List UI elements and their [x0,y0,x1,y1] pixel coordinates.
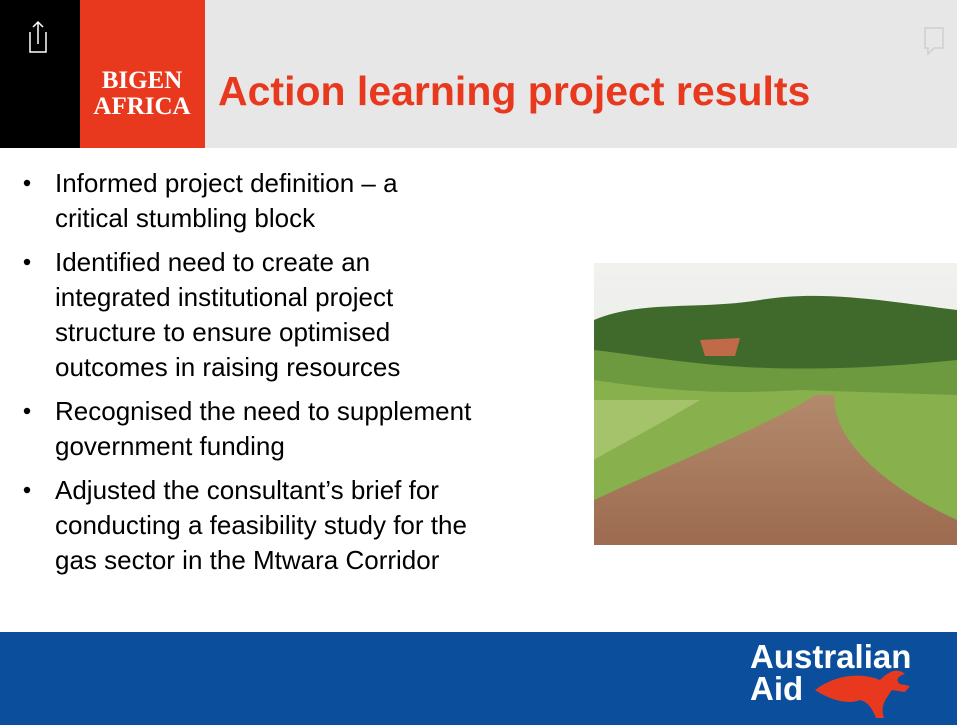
logo-text: AFRICA [93,93,190,120]
bullet-dot [23,407,31,415]
logo-text: BIGEN [102,67,183,94]
bullet-text: critical stumbling block [55,203,316,233]
bullet-text: conducting a feasibility study for the [55,510,467,540]
photo [594,263,957,545]
bullet-text: integrated institutional project [55,282,394,312]
bullet-list: Informed project definition – a critical … [23,168,472,575]
slide-title: Action learning project results [218,68,810,114]
bullet-text: Recognised the need to supplement [55,396,472,426]
bullet-text: outcomes in raising resources [55,352,400,382]
bullet-text: Identified need to create an [55,247,370,277]
aid-logo-text: Australian [750,638,911,675]
left-strip [0,0,80,148]
aid-logo-text: Aid [750,670,803,707]
bullet-dot [23,486,31,494]
bullet-dot [23,179,31,187]
footer-band [0,632,957,725]
bullet-dot [23,258,31,266]
bullet-text: gas sector in the Mtwara Corridor [55,545,440,575]
bookmark-icon[interactable] [924,27,944,56]
kangaroo-icon [815,670,910,718]
logo-block [80,0,205,148]
bullet-text: Informed project definition – a [55,168,398,198]
bullet-text: structure to ensure optimised [55,317,390,347]
bullet-text: government funding [55,431,285,461]
share-icon[interactable] [29,20,47,53]
bullet-text: Adjusted the consultant’s brief for [55,475,439,505]
